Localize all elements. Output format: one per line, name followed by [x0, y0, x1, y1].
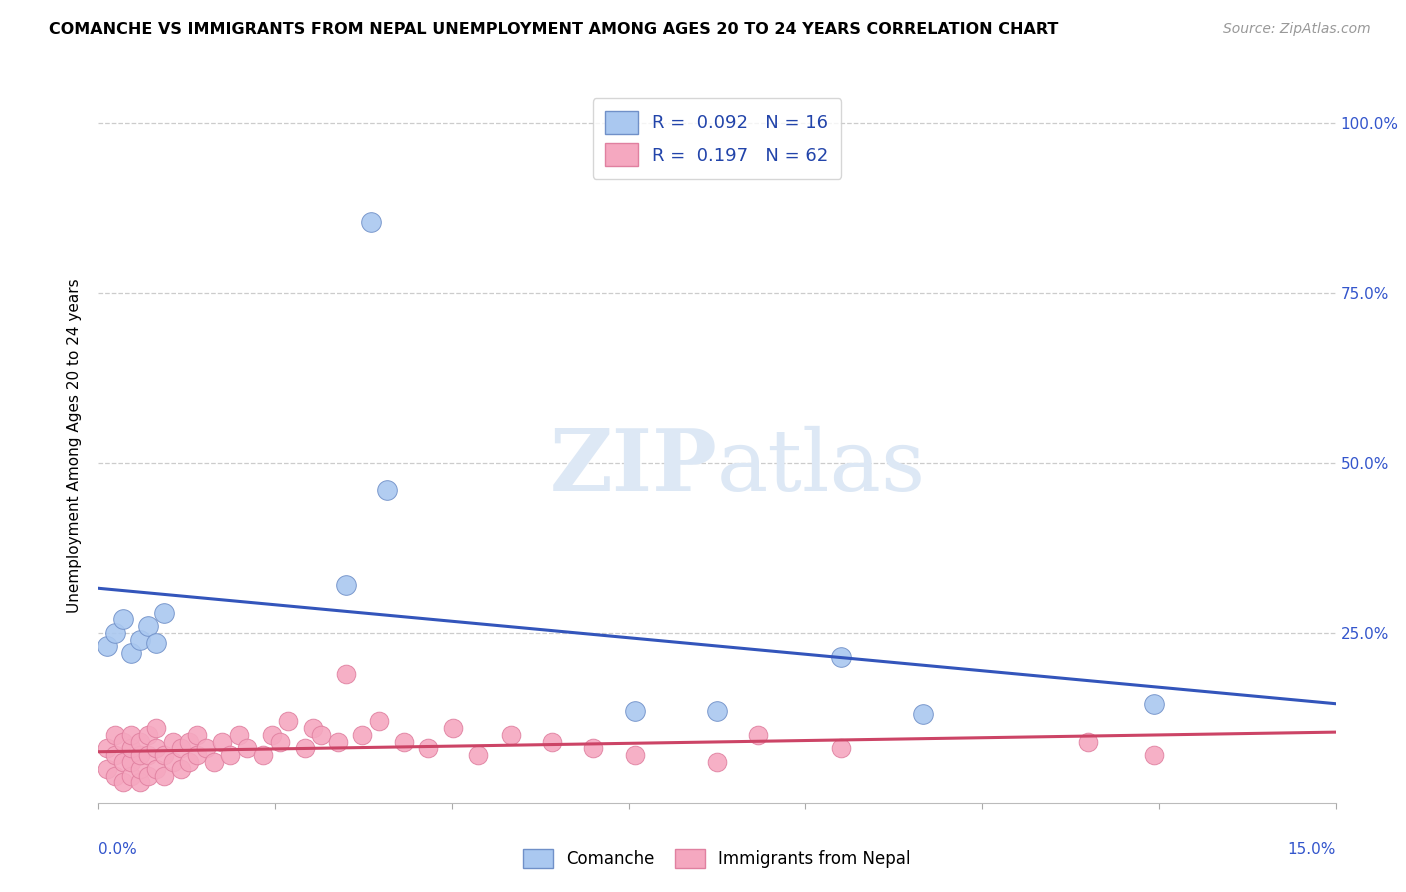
Point — [830, 741, 852, 756]
Point — [136, 769, 159, 783]
Point — [120, 769, 142, 783]
Point — [912, 707, 935, 722]
Point — [252, 748, 274, 763]
Point — [747, 728, 769, 742]
Point — [120, 741, 142, 756]
Point — [326, 734, 349, 748]
Point — [104, 748, 127, 763]
Point — [367, 714, 389, 729]
Point — [211, 734, 233, 748]
Text: COMANCHE VS IMMIGRANTS FROM NEPAL UNEMPLOYMENT AMONG AGES 20 TO 24 YEARS CORRELA: COMANCHE VS IMMIGRANTS FROM NEPAL UNEMPL… — [49, 22, 1059, 37]
Point — [136, 728, 159, 742]
Text: 0.0%: 0.0% — [98, 842, 138, 857]
Point — [145, 762, 167, 776]
Point — [623, 704, 645, 718]
Point — [277, 714, 299, 729]
Point — [335, 666, 357, 681]
Point — [120, 728, 142, 742]
Point — [136, 748, 159, 763]
Point — [194, 741, 217, 756]
Point — [228, 728, 250, 742]
Point — [260, 728, 283, 742]
Point — [294, 741, 316, 756]
Text: ZIP: ZIP — [550, 425, 717, 509]
Point — [186, 728, 208, 742]
Point — [202, 755, 225, 769]
Point — [128, 775, 150, 789]
Point — [179, 734, 201, 748]
Point — [830, 649, 852, 664]
Point — [120, 646, 142, 660]
Point — [128, 632, 150, 647]
Y-axis label: Unemployment Among Ages 20 to 24 years: Unemployment Among Ages 20 to 24 years — [66, 278, 82, 614]
Point — [112, 734, 135, 748]
Point — [179, 755, 201, 769]
Point — [467, 748, 489, 763]
Point — [302, 721, 325, 735]
Point — [186, 748, 208, 763]
Point — [170, 762, 193, 776]
Point — [145, 721, 167, 735]
Point — [335, 578, 357, 592]
Point — [96, 762, 118, 776]
Point — [1143, 748, 1166, 763]
Legend: Comanche, Immigrants from Nepal: Comanche, Immigrants from Nepal — [515, 840, 920, 877]
Point — [360, 215, 382, 229]
Point — [1143, 698, 1166, 712]
Point — [128, 734, 150, 748]
Point — [153, 748, 176, 763]
Point — [112, 612, 135, 626]
Point — [1077, 734, 1099, 748]
Point — [392, 734, 415, 748]
Text: Source: ZipAtlas.com: Source: ZipAtlas.com — [1223, 22, 1371, 37]
Point — [136, 619, 159, 633]
Point — [582, 741, 605, 756]
Point — [96, 640, 118, 654]
Point — [375, 483, 398, 498]
Text: 15.0%: 15.0% — [1288, 842, 1336, 857]
Point — [541, 734, 564, 748]
Point — [153, 606, 176, 620]
Point — [170, 741, 193, 756]
Point — [112, 755, 135, 769]
Point — [153, 769, 176, 783]
Point — [219, 748, 242, 763]
Point — [706, 704, 728, 718]
Point — [236, 741, 259, 756]
Text: atlas: atlas — [717, 425, 927, 509]
Point — [104, 769, 127, 783]
Point — [120, 755, 142, 769]
Point — [623, 748, 645, 763]
Point — [104, 728, 127, 742]
Point — [706, 755, 728, 769]
Point — [309, 728, 332, 742]
Point — [112, 775, 135, 789]
Point — [128, 762, 150, 776]
Point — [145, 636, 167, 650]
Point — [499, 728, 522, 742]
Point — [418, 741, 440, 756]
Point — [162, 734, 184, 748]
Point — [269, 734, 291, 748]
Point — [96, 741, 118, 756]
Point — [162, 755, 184, 769]
Point — [352, 728, 374, 742]
Point — [128, 748, 150, 763]
Point — [145, 741, 167, 756]
Point — [104, 626, 127, 640]
Point — [441, 721, 464, 735]
